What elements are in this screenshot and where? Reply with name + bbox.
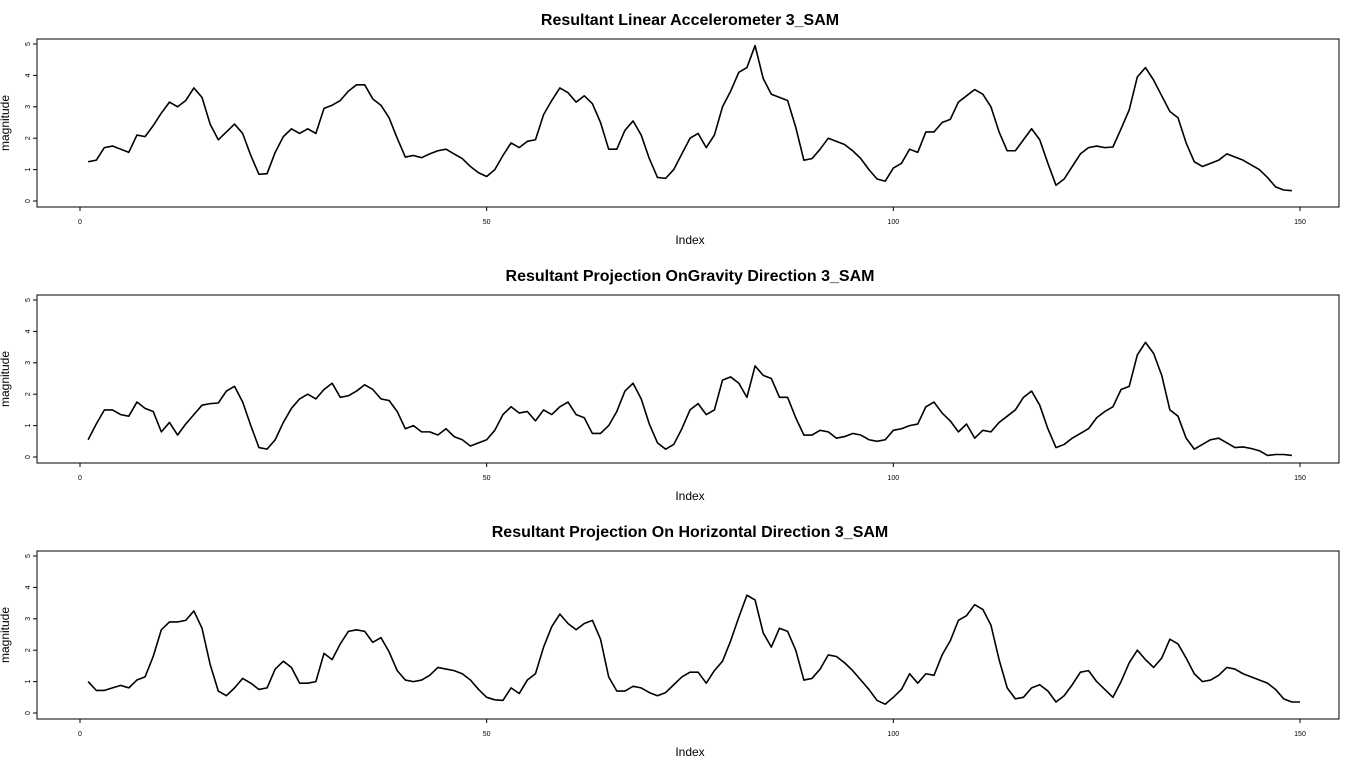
x-tick-label: 100 (887, 731, 899, 738)
x-tick-label: 50 (483, 219, 491, 226)
plot-frame (36, 550, 1340, 720)
x-tick-label: 150 (1294, 219, 1306, 226)
chart-linear-accelerometer: Resultant Linear Accelerometer 3_SAM Ind… (0, 12, 1340, 247)
y-tick-label: 3 (25, 105, 32, 109)
x-tick-label: 0 (78, 475, 82, 482)
x-tick-label: 50 (483, 731, 491, 738)
plot-frame (36, 294, 1340, 464)
y-axis-label: magnitude (0, 607, 12, 663)
chart-title: Resultant Projection OnGravity Direction… (506, 268, 875, 285)
y-axis-label: magnitude (0, 351, 12, 407)
y-tick-label: 5 (25, 42, 32, 46)
y-tick-label: 2 (25, 648, 32, 652)
series-line (87, 341, 1292, 457)
x-tick-label: 150 (1294, 731, 1306, 738)
x-axis-label: Index (675, 233, 704, 247)
y-tick-label: 5 (25, 298, 32, 302)
x-axis-label: Index (675, 745, 704, 759)
x-tick-label: 50 (483, 475, 491, 482)
y-tick-label: 4 (25, 329, 32, 333)
plot-frame (36, 38, 1340, 208)
y-tick-label: 3 (25, 617, 32, 621)
y-tick-label: 4 (25, 585, 32, 589)
chart-title: Resultant Linear Accelerometer 3_SAM (541, 12, 839, 29)
chart-panel-horizontal-projection: Resultant Projection On Horizontal Direc… (0, 512, 1360, 768)
x-tick-label: 100 (887, 475, 899, 482)
y-tick-label: 2 (25, 392, 32, 396)
chart-gravity-projection: Resultant Projection OnGravity Direction… (0, 268, 1340, 503)
y-tick-label: 2 (25, 136, 32, 140)
chart-panel-linear-accelerometer: Resultant Linear Accelerometer 3_SAM Ind… (0, 0, 1360, 256)
y-tick-label: 0 (25, 199, 32, 203)
y-tick-label: 3 (25, 361, 32, 365)
y-tick-label: 1 (25, 168, 32, 172)
x-tick-label: 0 (78, 731, 82, 738)
y-tick-label: 0 (25, 711, 32, 715)
y-tick-label: 4 (25, 73, 32, 77)
x-tick-label: 150 (1294, 475, 1306, 482)
series-line (87, 44, 1292, 192)
x-axis-label: Index (675, 489, 704, 503)
y-tick-label: 5 (25, 554, 32, 558)
x-tick-label: 0 (78, 219, 82, 226)
y-tick-label: 1 (25, 680, 32, 684)
x-tick-label: 100 (887, 219, 899, 226)
chart-horizontal-projection: Resultant Projection On Horizontal Direc… (0, 524, 1340, 759)
y-tick-label: 1 (25, 424, 32, 428)
y-tick-label: 0 (25, 455, 32, 459)
chart-panel-gravity-projection: Resultant Projection OnGravity Direction… (0, 256, 1360, 512)
y-axis-label: magnitude (0, 95, 12, 151)
chart-title: Resultant Projection On Horizontal Direc… (492, 524, 889, 541)
series-line (87, 594, 1300, 706)
